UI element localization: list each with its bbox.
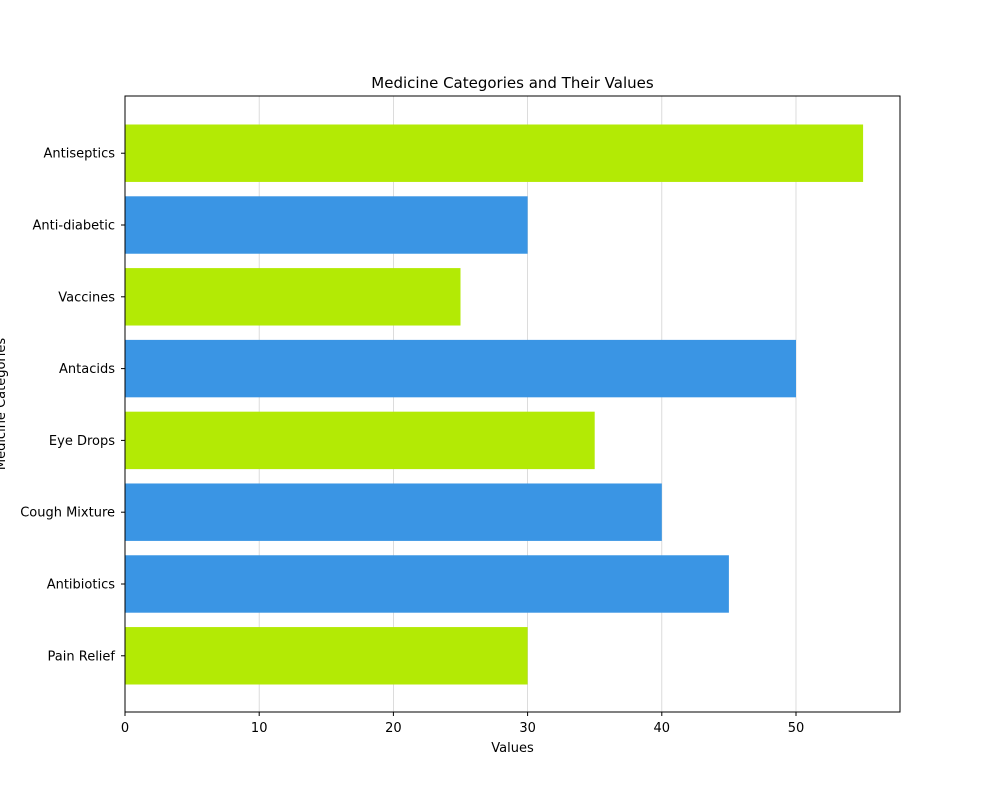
bar-pain-relief [125,627,528,685]
chart-title: Medicine Categories and Their Values [371,74,654,92]
x-tick-label: 10 [251,721,268,736]
y-tick-label: Cough Mixture [20,506,115,521]
x-tick-label: 50 [788,721,805,736]
y-tick-label: Antiseptics [44,147,116,162]
y-tick-label: Pain Relief [48,649,116,664]
plot-frame [124,95,901,713]
bar-antacids [125,339,796,398]
x-tick-label: 20 [385,721,402,736]
bar-cough-mixture [125,483,662,541]
y-tick-label: Antibiotics [47,577,116,592]
y-axis: Pain Relief Antibiotics Cough Mixture Eye D… [20,147,125,664]
x-tick-label: 40 [654,721,671,736]
bar-vaccines [125,268,461,326]
x-tick-label: 30 [519,721,536,736]
y-tick-label: Eye Drops [49,434,115,449]
bar-anti-diabetic [125,196,528,254]
bars-layer [125,124,864,685]
bar-antibiotics [125,555,729,613]
x-tick-label: 0 [121,721,129,736]
x-axis-label: Values [491,741,534,756]
y-axis-label: Medicine Categories [0,338,9,471]
y-tick-label: Antacids [59,362,115,377]
y-tick-label: Vaccines [58,290,115,305]
bar-eye-drops [125,411,595,470]
x-axis: 0 10 20 30 40 50 [121,712,804,736]
bar-antiseptics [125,124,864,182]
y-tick-label: Anti-diabetic [33,219,115,234]
